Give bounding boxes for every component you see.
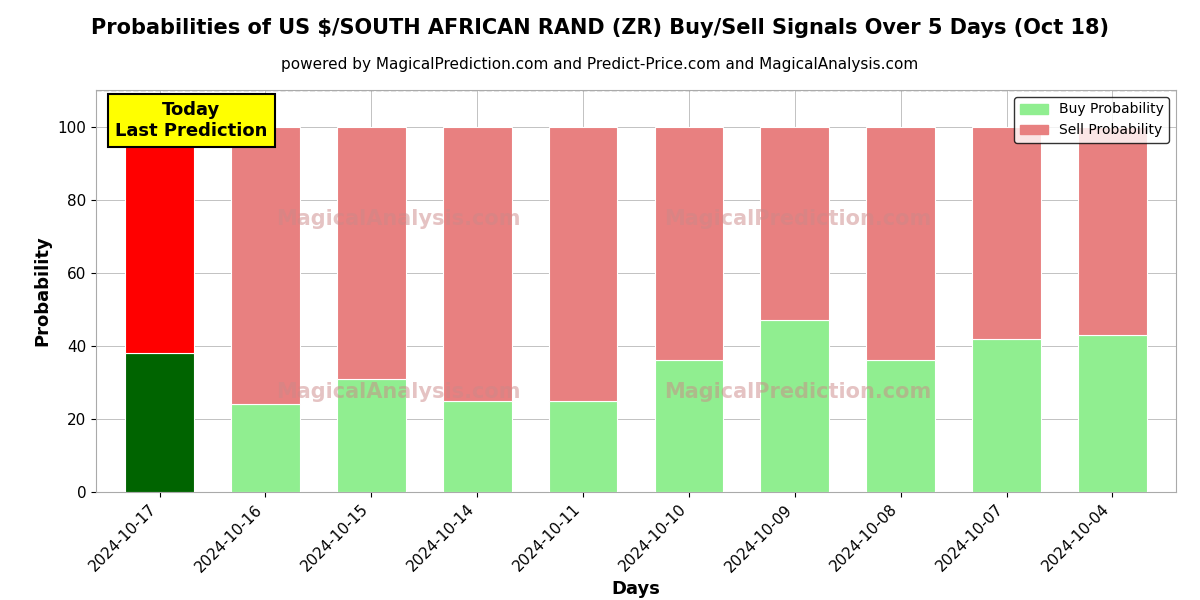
Bar xyxy=(230,404,300,492)
Text: MagicalPrediction.com: MagicalPrediction.com xyxy=(665,209,931,229)
Bar xyxy=(337,379,406,492)
Bar xyxy=(443,127,511,401)
Bar xyxy=(654,361,724,492)
Bar xyxy=(443,401,511,492)
Bar xyxy=(548,401,618,492)
Text: powered by MagicalPrediction.com and Predict-Price.com and MagicalAnalysis.com: powered by MagicalPrediction.com and Pre… xyxy=(281,57,919,72)
Bar xyxy=(230,127,300,404)
Bar xyxy=(761,320,829,492)
Bar xyxy=(125,127,194,353)
Text: MagicalPrediction.com: MagicalPrediction.com xyxy=(665,382,931,401)
Y-axis label: Probability: Probability xyxy=(34,236,52,346)
Bar xyxy=(972,338,1042,492)
Text: MagicalAnalysis.com: MagicalAnalysis.com xyxy=(276,382,521,401)
Bar xyxy=(125,353,194,492)
Bar xyxy=(761,127,829,320)
Text: Today
Last Prediction: Today Last Prediction xyxy=(115,101,268,140)
Legend: Buy Probability, Sell Probability: Buy Probability, Sell Probability xyxy=(1014,97,1169,143)
X-axis label: Days: Days xyxy=(612,580,660,598)
Text: Probabilities of US $/SOUTH AFRICAN RAND (ZR) Buy/Sell Signals Over 5 Days (Oct : Probabilities of US $/SOUTH AFRICAN RAND… xyxy=(91,18,1109,38)
Bar xyxy=(1078,335,1147,492)
Bar xyxy=(866,127,935,361)
Bar xyxy=(548,127,618,401)
Bar xyxy=(337,127,406,379)
Text: MagicalAnalysis.com: MagicalAnalysis.com xyxy=(276,209,521,229)
Bar xyxy=(654,127,724,361)
Bar xyxy=(972,127,1042,338)
Bar xyxy=(1078,127,1147,335)
Bar xyxy=(866,361,935,492)
